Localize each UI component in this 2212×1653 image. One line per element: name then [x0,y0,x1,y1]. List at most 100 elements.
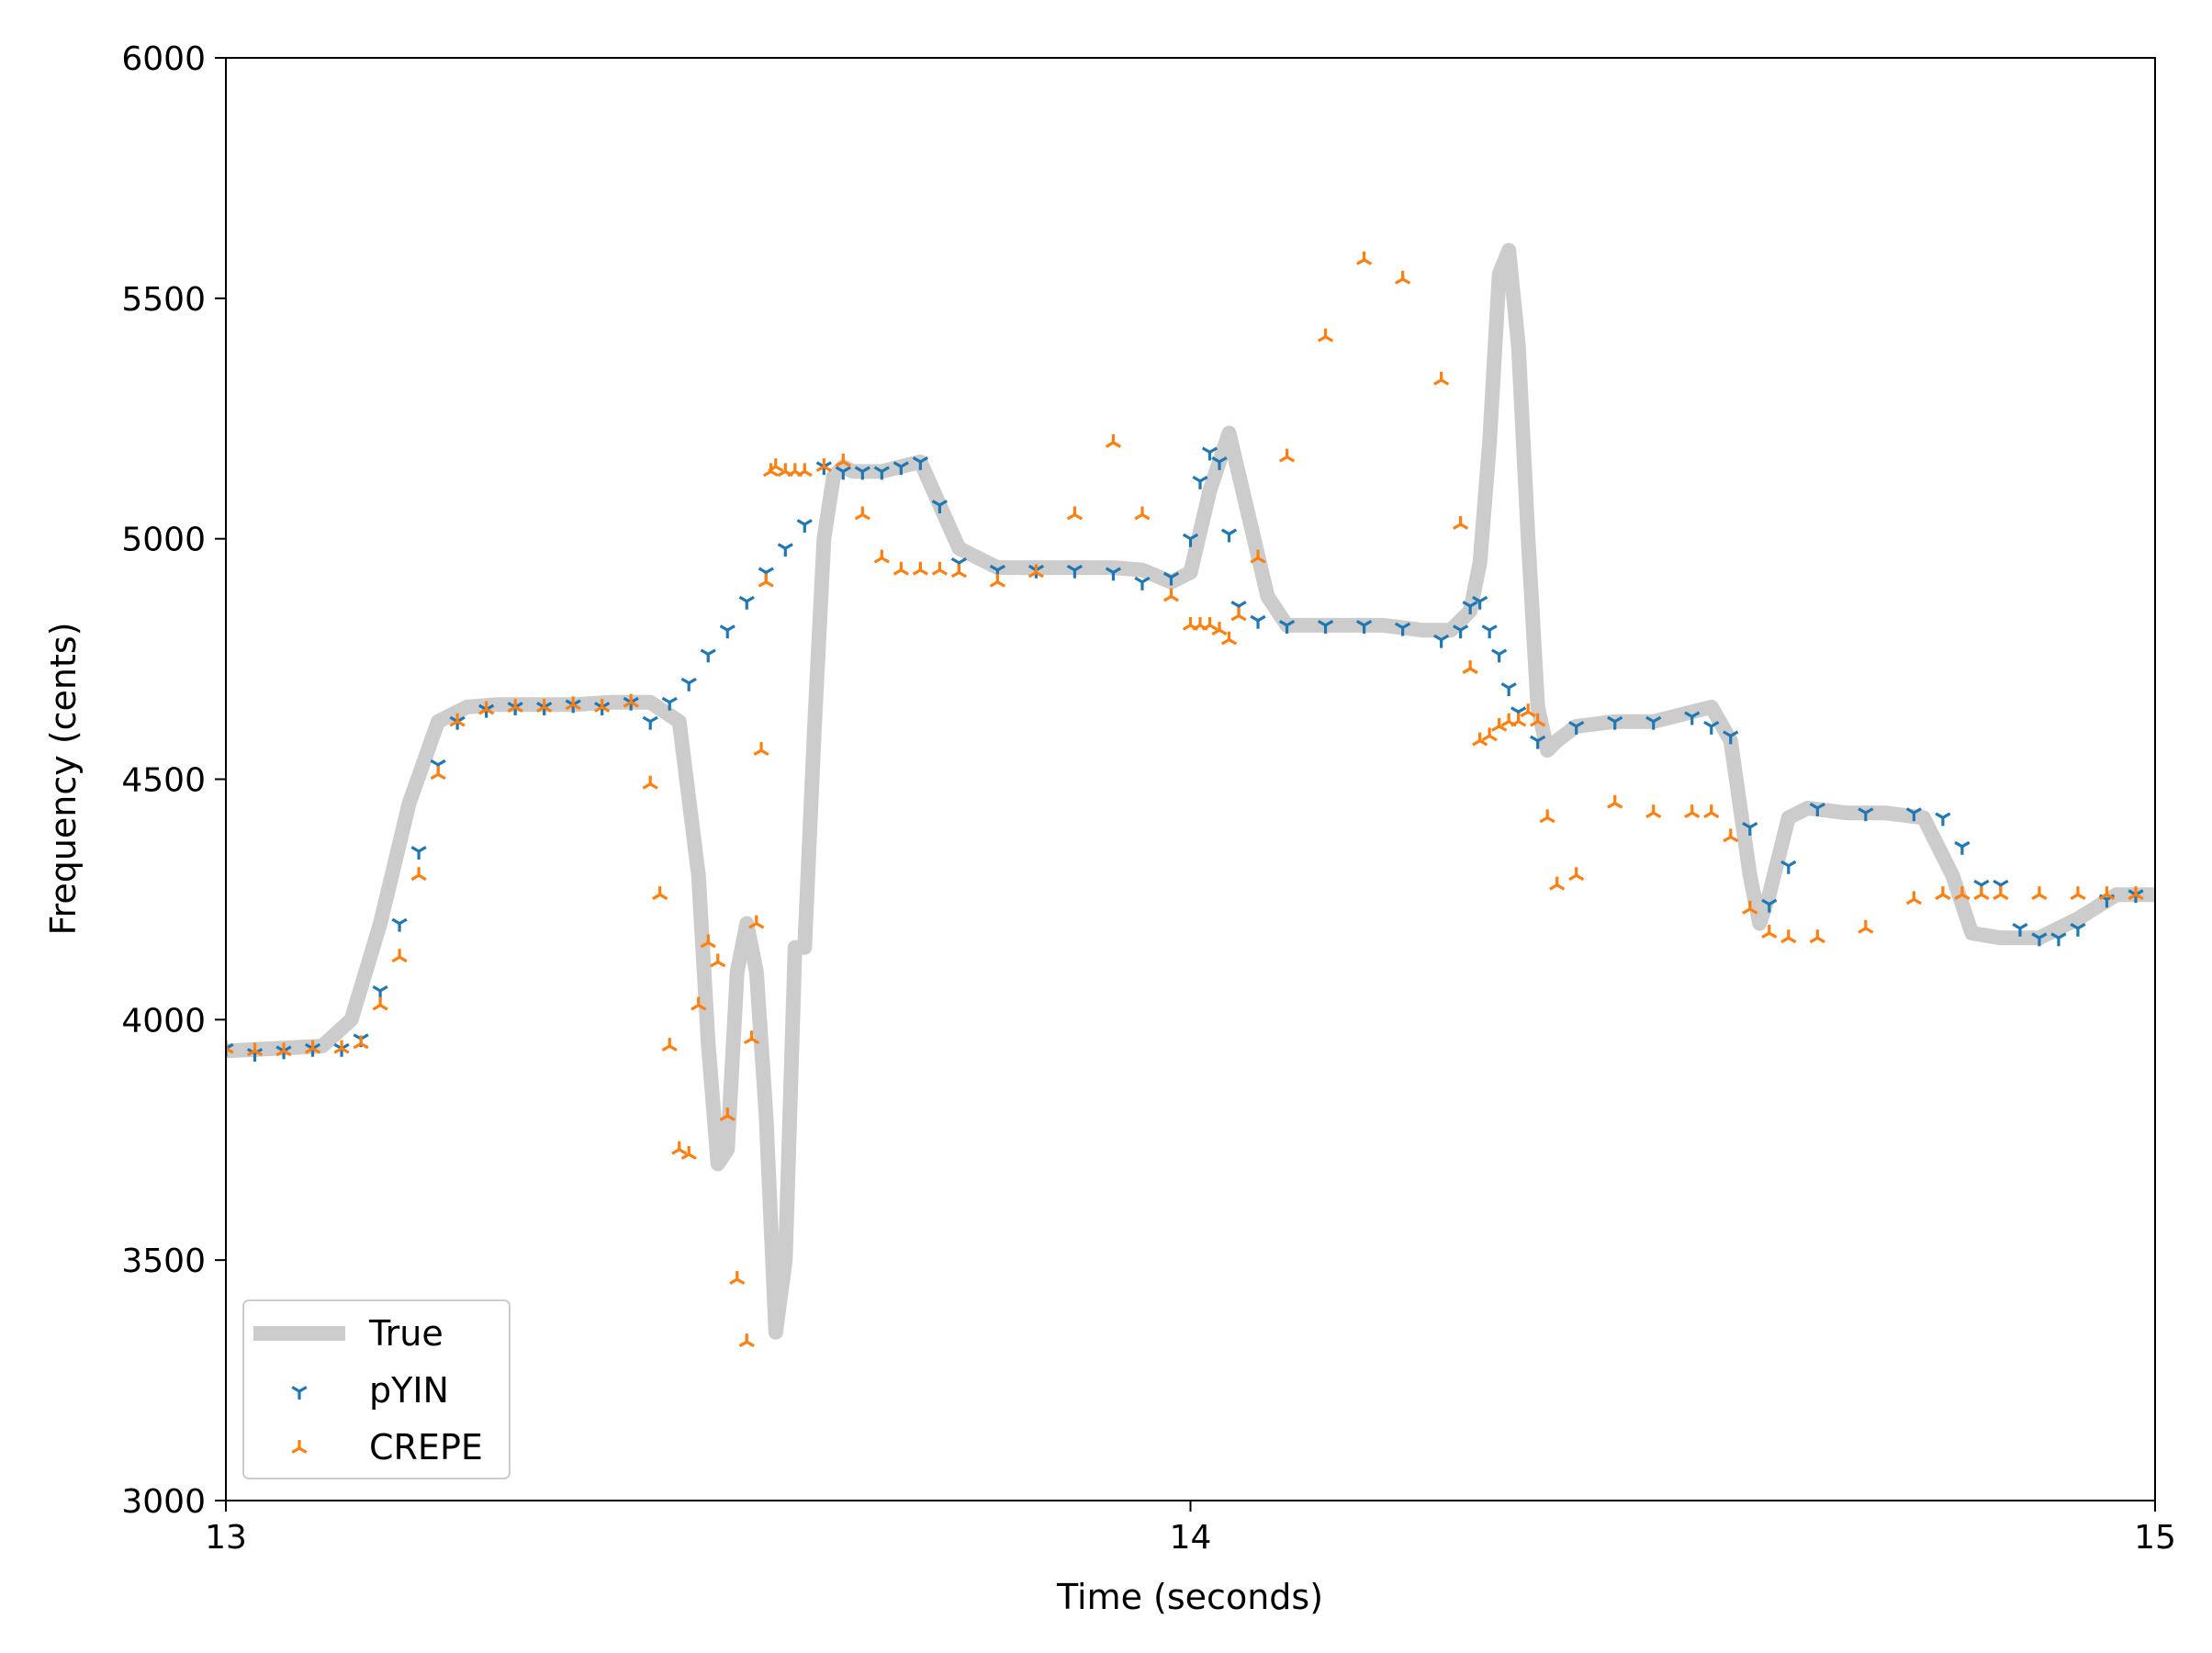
legend-true-label: True [368,1313,444,1354]
crepe-point-73 [1549,876,1566,891]
pyin-point-72 [1935,812,1951,826]
y-tick-label-1: 3500 [121,1243,206,1280]
crepe-point-22 [691,996,707,1011]
crepe-point-65 [1472,732,1488,747]
crepe-point-10 [449,713,466,727]
crepe-point-29 [748,915,765,929]
pyin-point-63 [1684,711,1701,725]
x-tick-label-2: 15 [2134,1519,2176,1557]
pyin-point-7 [391,917,408,932]
pyin-point-57 [1500,682,1517,697]
pyin-point-46 [1250,614,1266,629]
y-tick-label-5: 5500 [121,281,206,319]
crepe-point-91 [2070,886,2086,901]
crepe-point-92 [2098,886,2116,901]
crepe-point-25 [719,1108,735,1121]
y-tick-label-4: 5000 [121,522,206,559]
legend-crepe-glyph [291,1440,308,1454]
crepe-point-77 [1684,804,1701,819]
series-layer [226,242,2155,1348]
crepe-point-0 [226,1040,234,1054]
pyin-point-28 [854,466,870,480]
pyin-point-30 [893,461,909,476]
pyin-point-32 [931,500,948,514]
crepe-point-64 [1462,660,1478,674]
pyin-point-49 [1355,620,1373,634]
pyin-point-68 [1780,860,1797,874]
crepe-point-39 [854,506,870,521]
crepe-point-21 [680,1145,697,1160]
pyin-point-67 [1761,898,1778,913]
pyin-point-22 [738,595,755,610]
pyin-point-59 [1530,735,1546,749]
crepe-point-83 [1809,929,1825,944]
crepe-point-61 [1395,270,1411,285]
pyin-point-21 [719,624,735,639]
crepe-point-33 [768,458,784,473]
crepe-point-23 [700,934,716,949]
pyin-point-73 [1954,840,1971,855]
crepe-point-84 [1858,919,1874,934]
pyin-point-24 [777,543,793,557]
pyin-point-55 [1481,624,1498,639]
crepe-point-45 [989,573,1005,588]
crepe-point-70 [1520,703,1536,718]
pyin-point-31 [912,455,928,470]
pyin-point-8 [410,846,427,860]
legend-pyin-marker [291,1386,308,1400]
crepe-point-15 [594,698,611,713]
crepe-point-53 [1201,616,1218,631]
crepe-point-43 [931,561,948,576]
y-tick-label-0: 3000 [121,1483,206,1521]
legend-pyin-glyph [291,1386,308,1400]
pyin-point-69 [1809,803,1825,816]
crepe-point-80 [1742,900,1758,915]
pyin-point-25 [796,519,813,533]
crepe-point-42 [912,561,928,576]
pyin-point-48 [1317,620,1334,634]
pyin-point-44 [1220,528,1238,543]
pyin-point-51 [1433,634,1450,648]
pyin-point-40 [1182,533,1199,547]
pyin-point-71 [1905,807,1922,822]
series-crepe-markers [226,251,2144,1348]
crepe-point-69 [1510,713,1527,727]
crepe-point-75 [1607,794,1623,809]
crepe-point-58 [1278,448,1296,463]
crepe-point-54 [1211,622,1228,636]
legend-box [242,1299,511,1479]
pyin-point-60 [1568,721,1585,735]
pyin-point-76 [2012,922,2028,937]
pyin-point-38 [1134,576,1151,590]
legend-crepe-label: CREPE [369,1427,483,1467]
crepe-point-16 [623,693,639,708]
crepe-point-7 [391,949,408,963]
crepe-point-82 [1780,929,1797,944]
crepe-point-36 [796,463,813,478]
pyin-point-66 [1742,821,1758,836]
crepe-point-49 [1134,506,1151,521]
crepe-point-60 [1355,251,1373,265]
crepe-point-57 [1250,549,1266,564]
crepe-point-79 [1723,828,1739,843]
crepe-point-47 [1066,506,1084,521]
pyin-point-17 [642,715,658,730]
crepe-point-46 [1027,564,1045,579]
crepe-point-5 [353,1035,369,1050]
pyin-point-36 [1066,564,1084,579]
crepe-point-6 [372,996,388,1011]
pyin-point-78 [2050,932,2067,947]
crepe-point-13 [536,698,553,713]
crepe-point-11 [478,701,495,715]
pyin-point-79 [2070,922,2086,937]
ticks-layer: 13 14 15 3000 3500 4000 4500 5000 5500 6000 [121,40,2176,1557]
crepe-point-30 [753,742,769,756]
crepe-point-56 [1230,607,1247,622]
crepe-point-48 [1105,433,1122,448]
crepe-point-44 [950,564,967,579]
crepe-point-19 [661,1038,678,1052]
crepe-point-89 [1993,886,2009,901]
crepe-point-12 [507,698,523,713]
crepe-point-1 [246,1042,264,1057]
